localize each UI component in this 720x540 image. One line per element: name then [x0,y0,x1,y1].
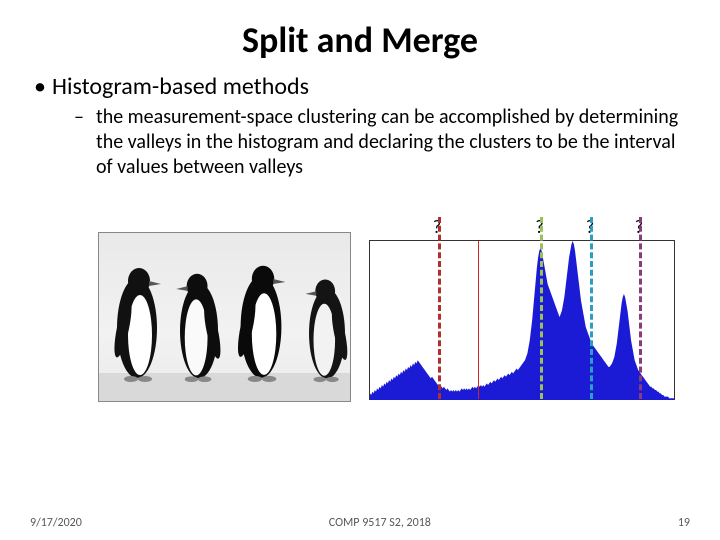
penguin-illustration [99,233,351,402]
footer-course: COMP 9517 S2, 2018 [329,516,431,530]
bullet-dash-icon: – [74,105,96,180]
histogram-vline [478,241,479,399]
qmark-row: ???? [369,216,675,238]
histogram-vline [590,217,593,399]
bullet-level-1: • Histogram-based methods [34,72,692,101]
histogram-vline [540,217,543,399]
histogram-vline [438,217,441,399]
footer-date: 9/17/2020 [30,516,82,530]
footer-page-number: 19 [678,516,690,530]
figure-row: ???? [98,216,692,402]
bullet-l2-text: the measurement-space clustering can be … [96,105,692,180]
histogram-figure: ???? [369,216,675,402]
example-photo [98,232,351,402]
slide-footer: 9/17/2020 COMP 9517 S2, 2018 19 [0,516,720,530]
histogram-vline [639,217,642,399]
histogram-bars [370,241,674,400]
histogram-box [369,240,675,400]
slide-title: Split and Merge [28,18,692,62]
bullet-level-2: – the measurement-space clustering can b… [74,105,692,180]
bullet-dot-icon: • [34,72,52,101]
bullet-l1-text: Histogram-based methods [52,72,309,101]
